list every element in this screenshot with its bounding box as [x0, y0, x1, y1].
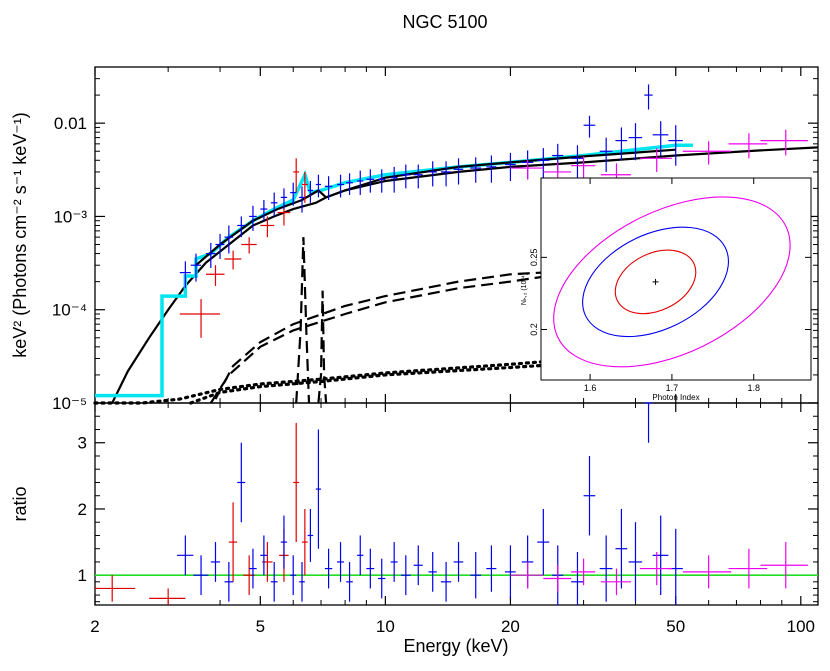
- inset-x-tick-label: 1.8: [747, 383, 760, 393]
- model-curve-total: [111, 146, 819, 404]
- model-curve-fe-line: [295, 237, 311, 404]
- ratio-frame: [94, 402, 819, 606]
- x-tick-label: 20: [501, 617, 520, 636]
- ratio-y-tick-label: 2: [78, 500, 87, 519]
- inset-y-tick-label: 0.25: [529, 249, 539, 267]
- x-tick-label: 50: [666, 617, 685, 636]
- ratio-y-tick-label: 3: [78, 434, 87, 453]
- spectrum-ylabel: keV² (Photons cm⁻² s⁻¹ keV⁻¹): [10, 112, 30, 358]
- x-tick-label: 10: [376, 617, 395, 636]
- ratio-ylabel: ratio: [10, 486, 30, 521]
- inset-contour: [614, 249, 697, 315]
- inset-x-tick-label: 1.6: [584, 383, 597, 393]
- y-tick-label: 10⁻³: [53, 207, 87, 226]
- inset-contour: [582, 226, 729, 338]
- chart-title: NGC 5100: [402, 12, 487, 32]
- y-tick-label: 0.01: [54, 114, 87, 133]
- y-tick-label: 10⁻⁴: [52, 301, 87, 320]
- y-tick-label: 10⁻⁵: [52, 394, 87, 413]
- model-curve-reflection: [209, 271, 572, 404]
- inset-ylabel: Nₕ,₂ (10²⁴): [521, 273, 528, 305]
- inset-x-tick-label: 1.7: [666, 383, 679, 393]
- model-curve-scattered2: [189, 361, 586, 405]
- inset-y-tick-label: 0.2: [529, 323, 539, 336]
- inset-xlabel: Photon Index: [652, 393, 699, 402]
- spectrum-plot: 0.01 10⁻³ 10⁻⁴ 10⁻⁵: [52, 66, 819, 413]
- ratio-plot: 2 5 10 20 50 100 1 2 3: [78, 402, 818, 636]
- ratio-y-tick-label: 1: [78, 566, 87, 585]
- x-tick-label: 2: [90, 617, 99, 636]
- model-curve-reflection2: [214, 269, 572, 400]
- inset-contour-plot: 1.6 1.7 1.8 0.2 0.25 Photon Index Nₕ,₂ (10²⁴): [521, 177, 812, 402]
- x-tick-label: 100: [787, 617, 815, 636]
- x-tick-label: 5: [256, 617, 265, 636]
- inset-frame: [540, 177, 812, 381]
- inset-contour: [553, 196, 791, 368]
- model-curve-fe-line2: [317, 290, 328, 404]
- model-curve-scattered: [93, 356, 586, 405]
- xlabel: Energy (keV): [403, 636, 508, 656]
